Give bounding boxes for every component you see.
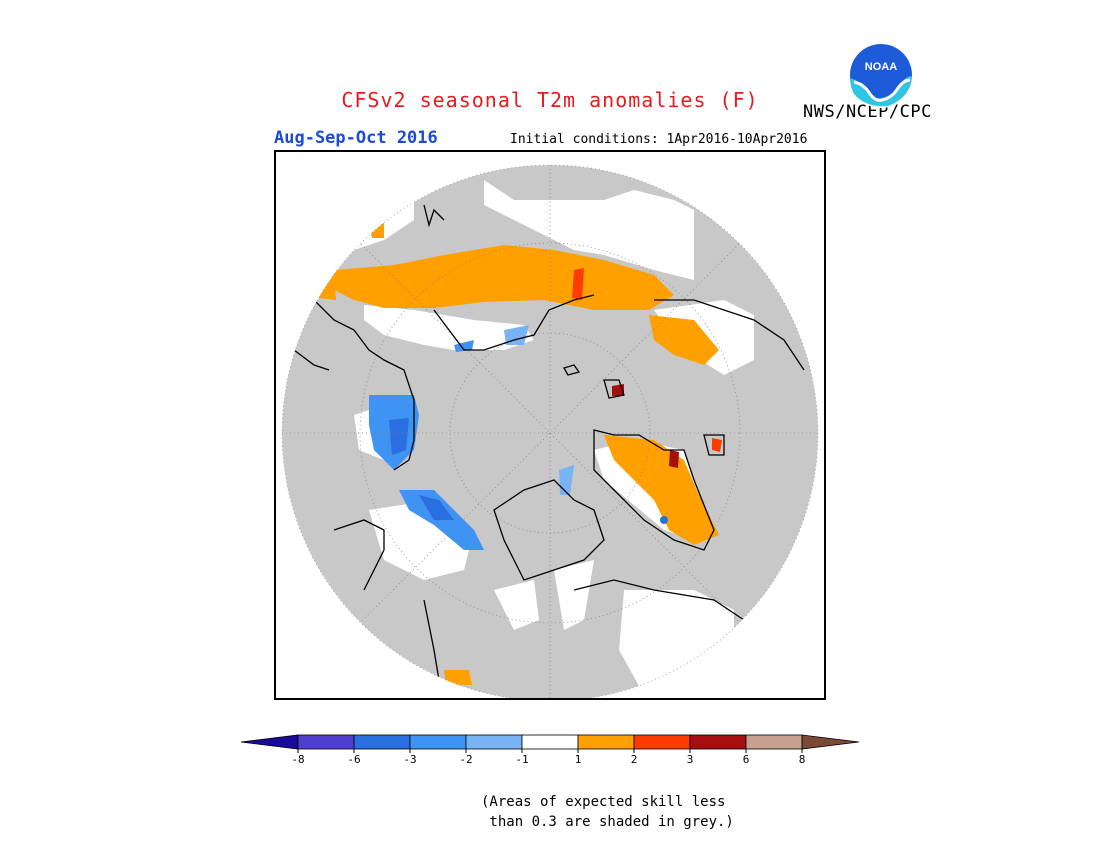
legend-bin bbox=[297, 734, 355, 750]
season-label: Aug-Sep-Oct 2016 bbox=[274, 128, 438, 148]
hot-anomaly-spot-1 bbox=[572, 268, 584, 300]
warm-anomaly-russia bbox=[334, 245, 674, 310]
legend-tick-label: -3 bbox=[403, 753, 416, 766]
noaa-logo-text: NOAA bbox=[865, 61, 897, 73]
map-frame bbox=[274, 150, 826, 700]
legend-bin bbox=[409, 734, 467, 750]
legend-tick-label: -2 bbox=[459, 753, 472, 766]
legend-bin bbox=[465, 734, 523, 750]
legend-bin-low-triangle bbox=[240, 734, 299, 750]
cold-anomaly-africa-core bbox=[389, 418, 409, 455]
cold-anomaly-small-2 bbox=[559, 465, 574, 495]
cold-anomaly-dot bbox=[660, 516, 668, 524]
footnote-line-2: than 0.3 are shaded in grey.) bbox=[481, 814, 734, 830]
neutral-region-north-pacific bbox=[494, 580, 539, 630]
graticule bbox=[282, 165, 818, 700]
legend-bin bbox=[745, 734, 803, 750]
cold-anomaly-small-3 bbox=[454, 340, 474, 352]
footnote: (Areas of expected skill less than 0.3 a… bbox=[481, 792, 734, 832]
legend-bin bbox=[577, 734, 635, 750]
legend-tick-label: -8 bbox=[291, 753, 304, 766]
legend-tick-label: -6 bbox=[347, 753, 360, 766]
chart-title: CFSv2 seasonal T2m anomalies (F) bbox=[341, 88, 759, 112]
cold-anomaly-atlantic-core bbox=[419, 495, 454, 520]
legend-bin bbox=[689, 734, 747, 750]
agency-label: NWS/NCEP/CPC bbox=[803, 102, 932, 122]
hot-anomaly-spot-4 bbox=[669, 450, 679, 468]
legend-tick-label: 2 bbox=[631, 753, 638, 766]
legend-bin-high-triangle bbox=[801, 734, 860, 750]
legend-tick-label: -1 bbox=[515, 753, 528, 766]
legend-tick-label: 6 bbox=[743, 753, 750, 766]
warm-anomaly-greenland bbox=[604, 435, 719, 545]
neutral-region-west bbox=[364, 305, 534, 350]
noaa-logo: NOAA bbox=[848, 42, 914, 108]
legend-bin bbox=[353, 734, 411, 750]
legend-bin bbox=[633, 734, 691, 750]
cold-anomaly-small-1 bbox=[504, 325, 529, 345]
legend-tick-label: 1 bbox=[575, 753, 582, 766]
initial-conditions-label: Initial conditions: 1Apr2016-10Apr2016 bbox=[510, 132, 808, 147]
warm-anomaly-pacific-small bbox=[444, 670, 472, 685]
legend-tick-label: 3 bbox=[687, 753, 694, 766]
coastlines bbox=[293, 204, 805, 681]
legend-tick-label: 8 bbox=[799, 753, 806, 766]
hot-anomaly-spot-3 bbox=[712, 438, 722, 452]
neutral-region-eurasia-north bbox=[484, 180, 694, 280]
warm-anomaly-east-siberia bbox=[649, 315, 719, 365]
neutral-region-central-america bbox=[554, 560, 594, 630]
polar-map bbox=[274, 150, 826, 700]
color-legend: -8 -6 -3 -2 -1 1 2 3 6 8 bbox=[240, 734, 860, 766]
map-outer-circle bbox=[281, 164, 819, 700]
footnote-line-1: (Areas of expected skill less bbox=[481, 794, 726, 810]
legend-bin bbox=[521, 734, 579, 750]
